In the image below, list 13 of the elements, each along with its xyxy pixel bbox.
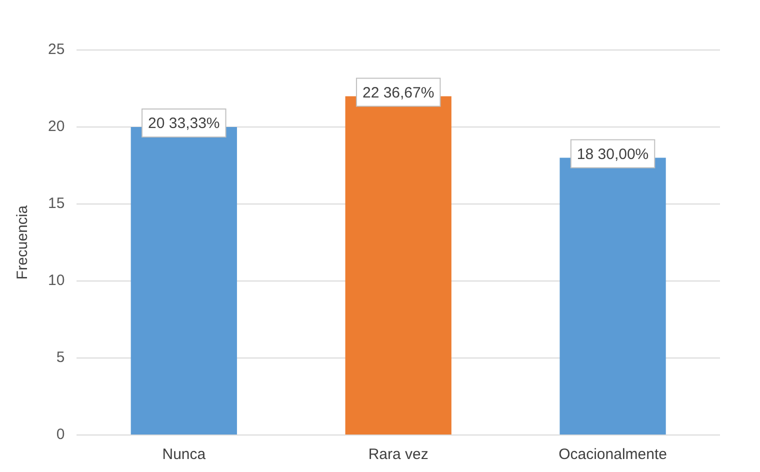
- y-tick-label: 20: [48, 118, 65, 136]
- y-axis-title: Frecuencia: [14, 204, 32, 280]
- y-tick-label: 0: [56, 426, 65, 444]
- data-label: 20 33,33%: [148, 115, 220, 132]
- data-label: 18 30,00%: [576, 146, 649, 163]
- x-tick-label: Nunca: [162, 446, 206, 464]
- data-label: 22 36,67%: [362, 84, 434, 102]
- x-tick-label: Rara vez: [368, 446, 428, 464]
- y-tick-label: 25: [48, 41, 65, 58]
- y-tick-label: 5: [56, 349, 65, 366]
- y-tick-label: 10: [48, 272, 65, 290]
- x-tick-label: Ocacionalmente: [558, 446, 667, 464]
- y-tick-label: 15: [48, 195, 65, 212]
